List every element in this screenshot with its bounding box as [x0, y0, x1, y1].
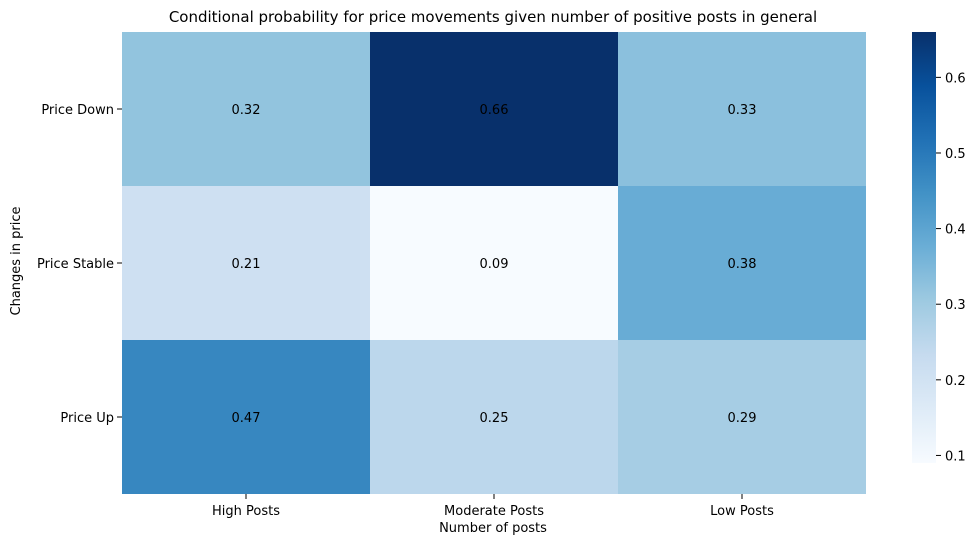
cell-value-label: 0.25 — [480, 411, 509, 426]
x-tick-label: Moderate Posts — [444, 504, 544, 519]
colorbar-tick-label: 0.4 — [945, 223, 966, 238]
cell-value-label: 0.66 — [480, 103, 509, 118]
x-axis-ticks: High Posts Moderate Posts Low Posts — [212, 494, 774, 519]
cell-value-label: 0.21 — [232, 257, 261, 272]
cell-value-label: 0.33 — [728, 103, 757, 118]
colorbar-tick-label: 0.2 — [945, 374, 966, 389]
cell-value-label: 0.29 — [728, 411, 757, 426]
cell-value-label: 0.47 — [232, 411, 261, 426]
heatmap-cell — [618, 32, 866, 186]
x-tick-label: Low Posts — [710, 504, 774, 519]
cell-value-label: 0.38 — [728, 257, 757, 272]
heatmap-cell — [618, 340, 866, 494]
y-tick-label: Price Stable — [37, 257, 114, 272]
heatmap-cell — [122, 340, 370, 494]
heatmap-cells — [122, 32, 866, 494]
x-tick-label: High Posts — [212, 504, 280, 519]
cell-value-label: 0.09 — [480, 257, 509, 272]
colorbar — [912, 32, 936, 463]
x-axis-label: Number of posts — [439, 521, 547, 536]
y-tick-label: Price Up — [60, 411, 114, 426]
y-axis-label: Changes in price — [9, 206, 24, 315]
heatmap-cell — [370, 32, 618, 186]
colorbar-tick-label: 0.1 — [945, 449, 966, 464]
colorbar-tick-label: 0.6 — [945, 71, 966, 86]
chart-title: Conditional probability for price moveme… — [169, 8, 817, 26]
heatmap-cell — [370, 340, 618, 494]
cell-value-labels: 0.32 0.66 0.33 0.21 0.09 0.38 0.47 0.25 0.29 — [232, 103, 757, 426]
heatmap-cell — [122, 32, 370, 186]
y-axis-ticks: Price Down Price Stable Price Up — [37, 103, 122, 426]
heatmap-cell — [370, 186, 618, 340]
colorbar-ticks: 0.1 0.2 0.3 0.4 0.5 0.6 — [936, 71, 966, 464]
colorbar-tick-label: 0.3 — [945, 298, 966, 313]
colorbar-tick-label: 0.5 — [945, 147, 966, 162]
heatmap-cell — [122, 186, 370, 340]
cell-value-label: 0.32 — [232, 103, 261, 118]
heatmap-cell — [618, 186, 866, 340]
y-tick-label: Price Down — [41, 103, 114, 118]
